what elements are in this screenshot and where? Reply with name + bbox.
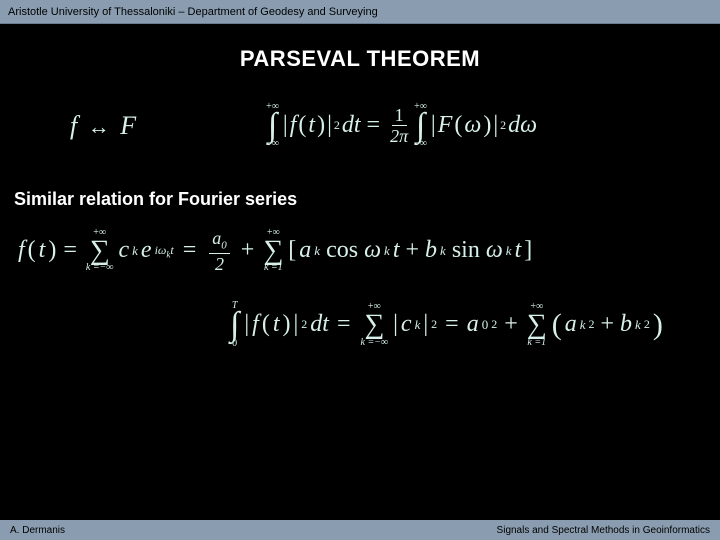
pair-arrow: ↔ — [88, 114, 110, 139]
integral-0T: T ∫ 0 — [230, 301, 239, 348]
section-label: Similar relation for Fourier series — [14, 189, 720, 210]
equation-row-1: f ↔ F +∞ ∫ −∞ | f ( t ) | 2 dt = 1 2π +∞… — [0, 102, 720, 149]
fourier-pair: f ↔ F — [70, 111, 136, 141]
header-institution: Aristotle University of Thessaloniki – D… — [8, 6, 378, 18]
fraction-1-over-2pi: 1 2π — [390, 106, 408, 145]
slide-title: PARSEVAL THEOREM — [240, 46, 480, 71]
integral-right: +∞ ∫ −∞ — [414, 102, 427, 149]
sum-akbk: +∞ ∑ k =1 — [527, 302, 547, 347]
sum-ck: +∞ ∑ k =−∞ — [361, 302, 389, 347]
fourier-series-equation: f ( t ) = +∞ ∑ k =−∞ c k e iωkt = a0 2 +… — [18, 228, 720, 273]
pair-f: f — [70, 111, 77, 140]
footer-bar: A. Dermanis Signals and Spectral Methods… — [0, 520, 720, 540]
footer-course: Signals and Spectral Methods in Geoinfor… — [497, 525, 710, 536]
header-bar: Aristotle University of Thessaloniki – D… — [0, 0, 720, 24]
sum-2: +∞ ∑ k =1 — [263, 228, 283, 273]
title-row: PARSEVAL THEOREM — [0, 46, 720, 72]
parseval-equation: +∞ ∫ −∞ | f ( t ) | 2 dt = 1 2π +∞ ∫ −∞ … — [266, 102, 537, 149]
fraction-a0-over-2: a0 2 — [209, 229, 230, 273]
pair-F: F — [120, 111, 136, 140]
sum-1: +∞ ∑ k =−∞ — [86, 228, 114, 273]
integral-left: +∞ ∫ −∞ — [266, 102, 279, 149]
parseval-series-equation: T ∫ 0 | f ( t ) | 2 dt = +∞ ∑ k =−∞ | c … — [230, 301, 720, 348]
footer-author: A. Dermanis — [10, 525, 65, 536]
